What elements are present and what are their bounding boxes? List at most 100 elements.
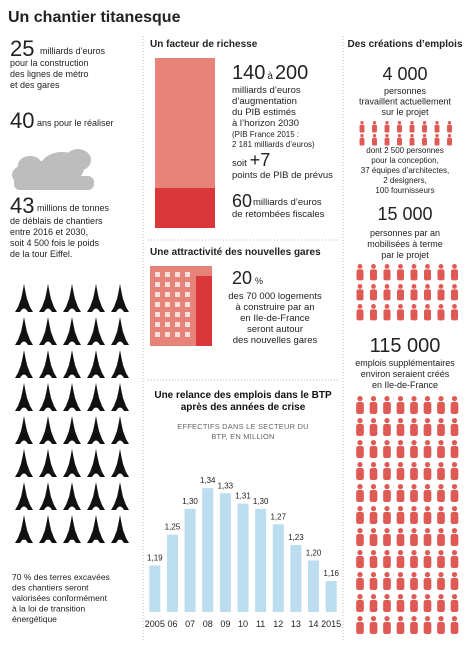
text-line: par le projet xyxy=(381,250,429,260)
person-icon xyxy=(424,462,431,468)
big-number: 43 xyxy=(10,193,34,218)
text-line: à la loi de transition xyxy=(12,604,86,614)
person-icon xyxy=(370,269,377,281)
chart-subtitle: EFFECTIFS DANS LE SECTEUR DU BTP, EN MIL… xyxy=(177,422,309,441)
person-icon xyxy=(371,264,376,269)
person-icon xyxy=(360,134,364,138)
x-tick-label: 14 xyxy=(309,619,319,629)
text-line: ans pour le réaliser xyxy=(37,118,114,128)
value-label: 1,25 xyxy=(165,523,181,532)
eiffel-icon xyxy=(15,416,33,444)
person-icon xyxy=(357,528,363,534)
person-icon xyxy=(384,124,390,133)
window xyxy=(165,312,170,317)
person-icon xyxy=(450,599,459,613)
big-number: 15 000 xyxy=(377,204,432,224)
person-icon xyxy=(397,440,404,446)
person-icon xyxy=(437,309,445,321)
eiffel-icon xyxy=(87,317,105,345)
person-icon xyxy=(359,124,365,133)
text-line: emplois supplémentaires xyxy=(355,358,455,368)
person-icon xyxy=(356,269,364,281)
text-line: dont 2 500 personnes xyxy=(366,146,443,155)
eiffel-icon xyxy=(111,416,129,444)
person-icon xyxy=(438,506,444,512)
person-icon xyxy=(424,506,431,512)
window xyxy=(155,272,160,277)
text-line: valorisées conformément xyxy=(12,593,108,603)
person-icon xyxy=(451,462,458,468)
person-icon xyxy=(423,621,432,635)
eiffel-icon xyxy=(15,449,33,477)
eiffel-icon xyxy=(39,383,57,411)
person-icon xyxy=(423,489,432,503)
person-icon xyxy=(437,533,445,547)
person-icon xyxy=(372,124,377,133)
eiffel-icon xyxy=(87,350,105,378)
window xyxy=(155,322,160,327)
person-icon xyxy=(438,284,444,289)
person-icon xyxy=(370,289,377,301)
person-icon xyxy=(451,528,458,534)
person-icon xyxy=(397,269,404,281)
person-icon xyxy=(396,555,405,569)
person-icon xyxy=(450,511,459,525)
person-icon xyxy=(369,467,378,481)
text-line: environ seraient créés xyxy=(361,369,450,379)
person-icon xyxy=(423,599,432,613)
text-line: 2 181 milliards d’euros) xyxy=(232,140,315,149)
eiffel-icon xyxy=(15,284,33,312)
person-icon xyxy=(424,616,431,622)
text-line: soit +7 xyxy=(232,150,270,170)
eiffel-icon xyxy=(39,416,57,444)
wealth-bar xyxy=(155,58,215,188)
person-icon xyxy=(450,621,459,635)
person-icon xyxy=(356,577,364,591)
eiffel-icon xyxy=(39,449,57,477)
value-label: 1,27 xyxy=(270,512,286,521)
text-line: à l’horizon 2030 xyxy=(232,118,299,129)
eiffel-icon xyxy=(87,449,105,477)
person-icon xyxy=(383,555,391,569)
person-icon xyxy=(410,401,418,415)
person-icon xyxy=(438,440,444,446)
value-label: 1,31 xyxy=(235,492,251,501)
person-icon xyxy=(384,284,390,289)
person-icon xyxy=(384,418,390,424)
person-icon xyxy=(411,528,417,534)
person-icon xyxy=(410,577,418,591)
person-icon xyxy=(357,440,363,446)
text-line: millions de tonnes xyxy=(37,203,110,213)
person-icon xyxy=(438,484,444,490)
person-icon xyxy=(422,134,427,138)
person-icon xyxy=(447,134,452,138)
text-line: 37 équipes d’architectes, xyxy=(361,166,450,175)
eiffel-icon xyxy=(63,515,81,543)
value-label: 1,19 xyxy=(147,554,163,563)
window xyxy=(185,322,190,327)
person-icon xyxy=(424,269,431,281)
person-icon xyxy=(370,616,377,622)
person-icon xyxy=(397,506,404,512)
section-heading: Un facteur de richesse xyxy=(150,39,258,50)
bar xyxy=(290,544,302,612)
person-icon xyxy=(370,506,377,512)
text-line: personnes xyxy=(384,86,427,96)
eiffel-icon xyxy=(111,515,129,543)
x-tick-label: 2005 xyxy=(145,619,165,629)
eiffel-icon xyxy=(111,284,129,312)
eiffel-icon xyxy=(87,482,105,510)
person-icon xyxy=(384,528,390,534)
person-icon xyxy=(411,304,417,309)
person-icon xyxy=(411,506,417,512)
person-icon xyxy=(356,467,364,481)
person-icon xyxy=(384,264,390,269)
person-icon xyxy=(396,423,405,437)
person-icon xyxy=(370,462,377,468)
person-icon xyxy=(384,137,390,146)
person-icon xyxy=(435,134,439,138)
window xyxy=(155,332,160,337)
person-icon xyxy=(384,304,390,309)
text-line: pour la conception, xyxy=(371,156,439,165)
person-icon xyxy=(383,511,391,525)
